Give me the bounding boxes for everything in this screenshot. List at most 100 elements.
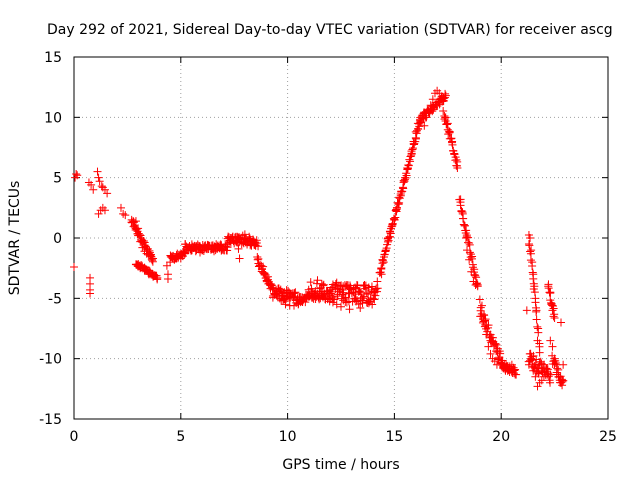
data-point (328, 293, 337, 302)
data-point (204, 241, 213, 250)
data-point (383, 234, 392, 242)
data-point (213, 243, 222, 252)
data-point (319, 280, 328, 289)
data-point (559, 360, 568, 369)
data-point (551, 359, 560, 368)
x-tick-label: 20 (492, 429, 510, 445)
data-point (381, 246, 390, 255)
data-point (73, 171, 82, 180)
data-point (356, 303, 365, 312)
data-point (119, 209, 128, 218)
data-point (332, 278, 341, 287)
data-point (526, 256, 535, 265)
data-point (294, 300, 303, 309)
data-point (100, 185, 109, 194)
data-point (544, 369, 553, 378)
data-point (373, 287, 382, 296)
y-tick-label: 10 (44, 110, 62, 126)
data-point (191, 247, 200, 256)
data-point (550, 354, 559, 363)
data-point (443, 120, 452, 129)
data-point (492, 340, 501, 349)
data-point (342, 298, 351, 307)
data-point (144, 270, 153, 279)
data-point (183, 243, 192, 252)
data-point (542, 364, 551, 373)
data-point (531, 372, 540, 381)
data-point (443, 119, 452, 128)
data-point (492, 360, 501, 369)
data-point (307, 289, 316, 298)
data-point (448, 137, 457, 146)
data-point (529, 366, 538, 375)
data-point (471, 281, 480, 290)
data-point (319, 291, 328, 300)
x-tick-label: 15 (385, 429, 403, 445)
data-point (522, 306, 531, 315)
data-point (382, 244, 391, 253)
data-point (326, 285, 335, 294)
data-point (428, 95, 437, 104)
data-point (138, 243, 147, 252)
data-point (471, 271, 480, 280)
data-point (346, 281, 355, 290)
data-point (87, 180, 96, 189)
data-point (532, 315, 541, 324)
data-point (394, 200, 403, 209)
data-point (491, 339, 500, 348)
data-point (524, 240, 533, 249)
data-point (257, 265, 266, 274)
data-point (469, 277, 478, 286)
x-tick-label: 10 (279, 429, 297, 445)
data-point (238, 231, 247, 240)
data-point (435, 89, 444, 98)
data-point (364, 283, 373, 292)
data-point (547, 300, 556, 309)
data-point (149, 272, 158, 281)
x-tick-label: 25 (599, 429, 617, 445)
data-point (142, 249, 151, 258)
data-point (537, 376, 546, 385)
data-point (554, 372, 563, 381)
data-point (354, 300, 363, 309)
data-point (144, 250, 153, 259)
data-point (486, 349, 495, 358)
data-point (413, 119, 422, 128)
data-point (473, 282, 482, 291)
data-point (526, 234, 535, 242)
data-point (468, 263, 477, 272)
data-point (134, 224, 143, 233)
data-point (262, 273, 271, 282)
data-point (341, 297, 350, 306)
y-tick-label: -5 (48, 291, 62, 307)
data-point (379, 258, 388, 267)
data-point (298, 297, 307, 306)
data-point (410, 139, 419, 148)
data-point (411, 127, 420, 136)
data-point (462, 226, 471, 235)
data-point (558, 381, 567, 390)
data-point (409, 137, 418, 146)
data-point (388, 221, 397, 230)
x-axis-label: GPS time / hours (282, 457, 399, 473)
data-point (153, 273, 162, 282)
data-point (429, 105, 438, 114)
data-point (465, 240, 474, 249)
data-point (131, 217, 140, 226)
data-point (245, 232, 254, 241)
data-point (370, 295, 379, 304)
data-point (495, 354, 504, 363)
data-point (134, 229, 143, 238)
data-point (95, 177, 104, 186)
data-point (149, 254, 158, 263)
data-point (116, 203, 125, 212)
data-point (355, 287, 364, 296)
data-point (93, 167, 102, 176)
data-point (484, 342, 493, 351)
data-point (420, 121, 429, 130)
data-point (535, 348, 544, 357)
data-point (527, 352, 536, 361)
data-point (459, 220, 468, 229)
data-point (480, 311, 489, 320)
